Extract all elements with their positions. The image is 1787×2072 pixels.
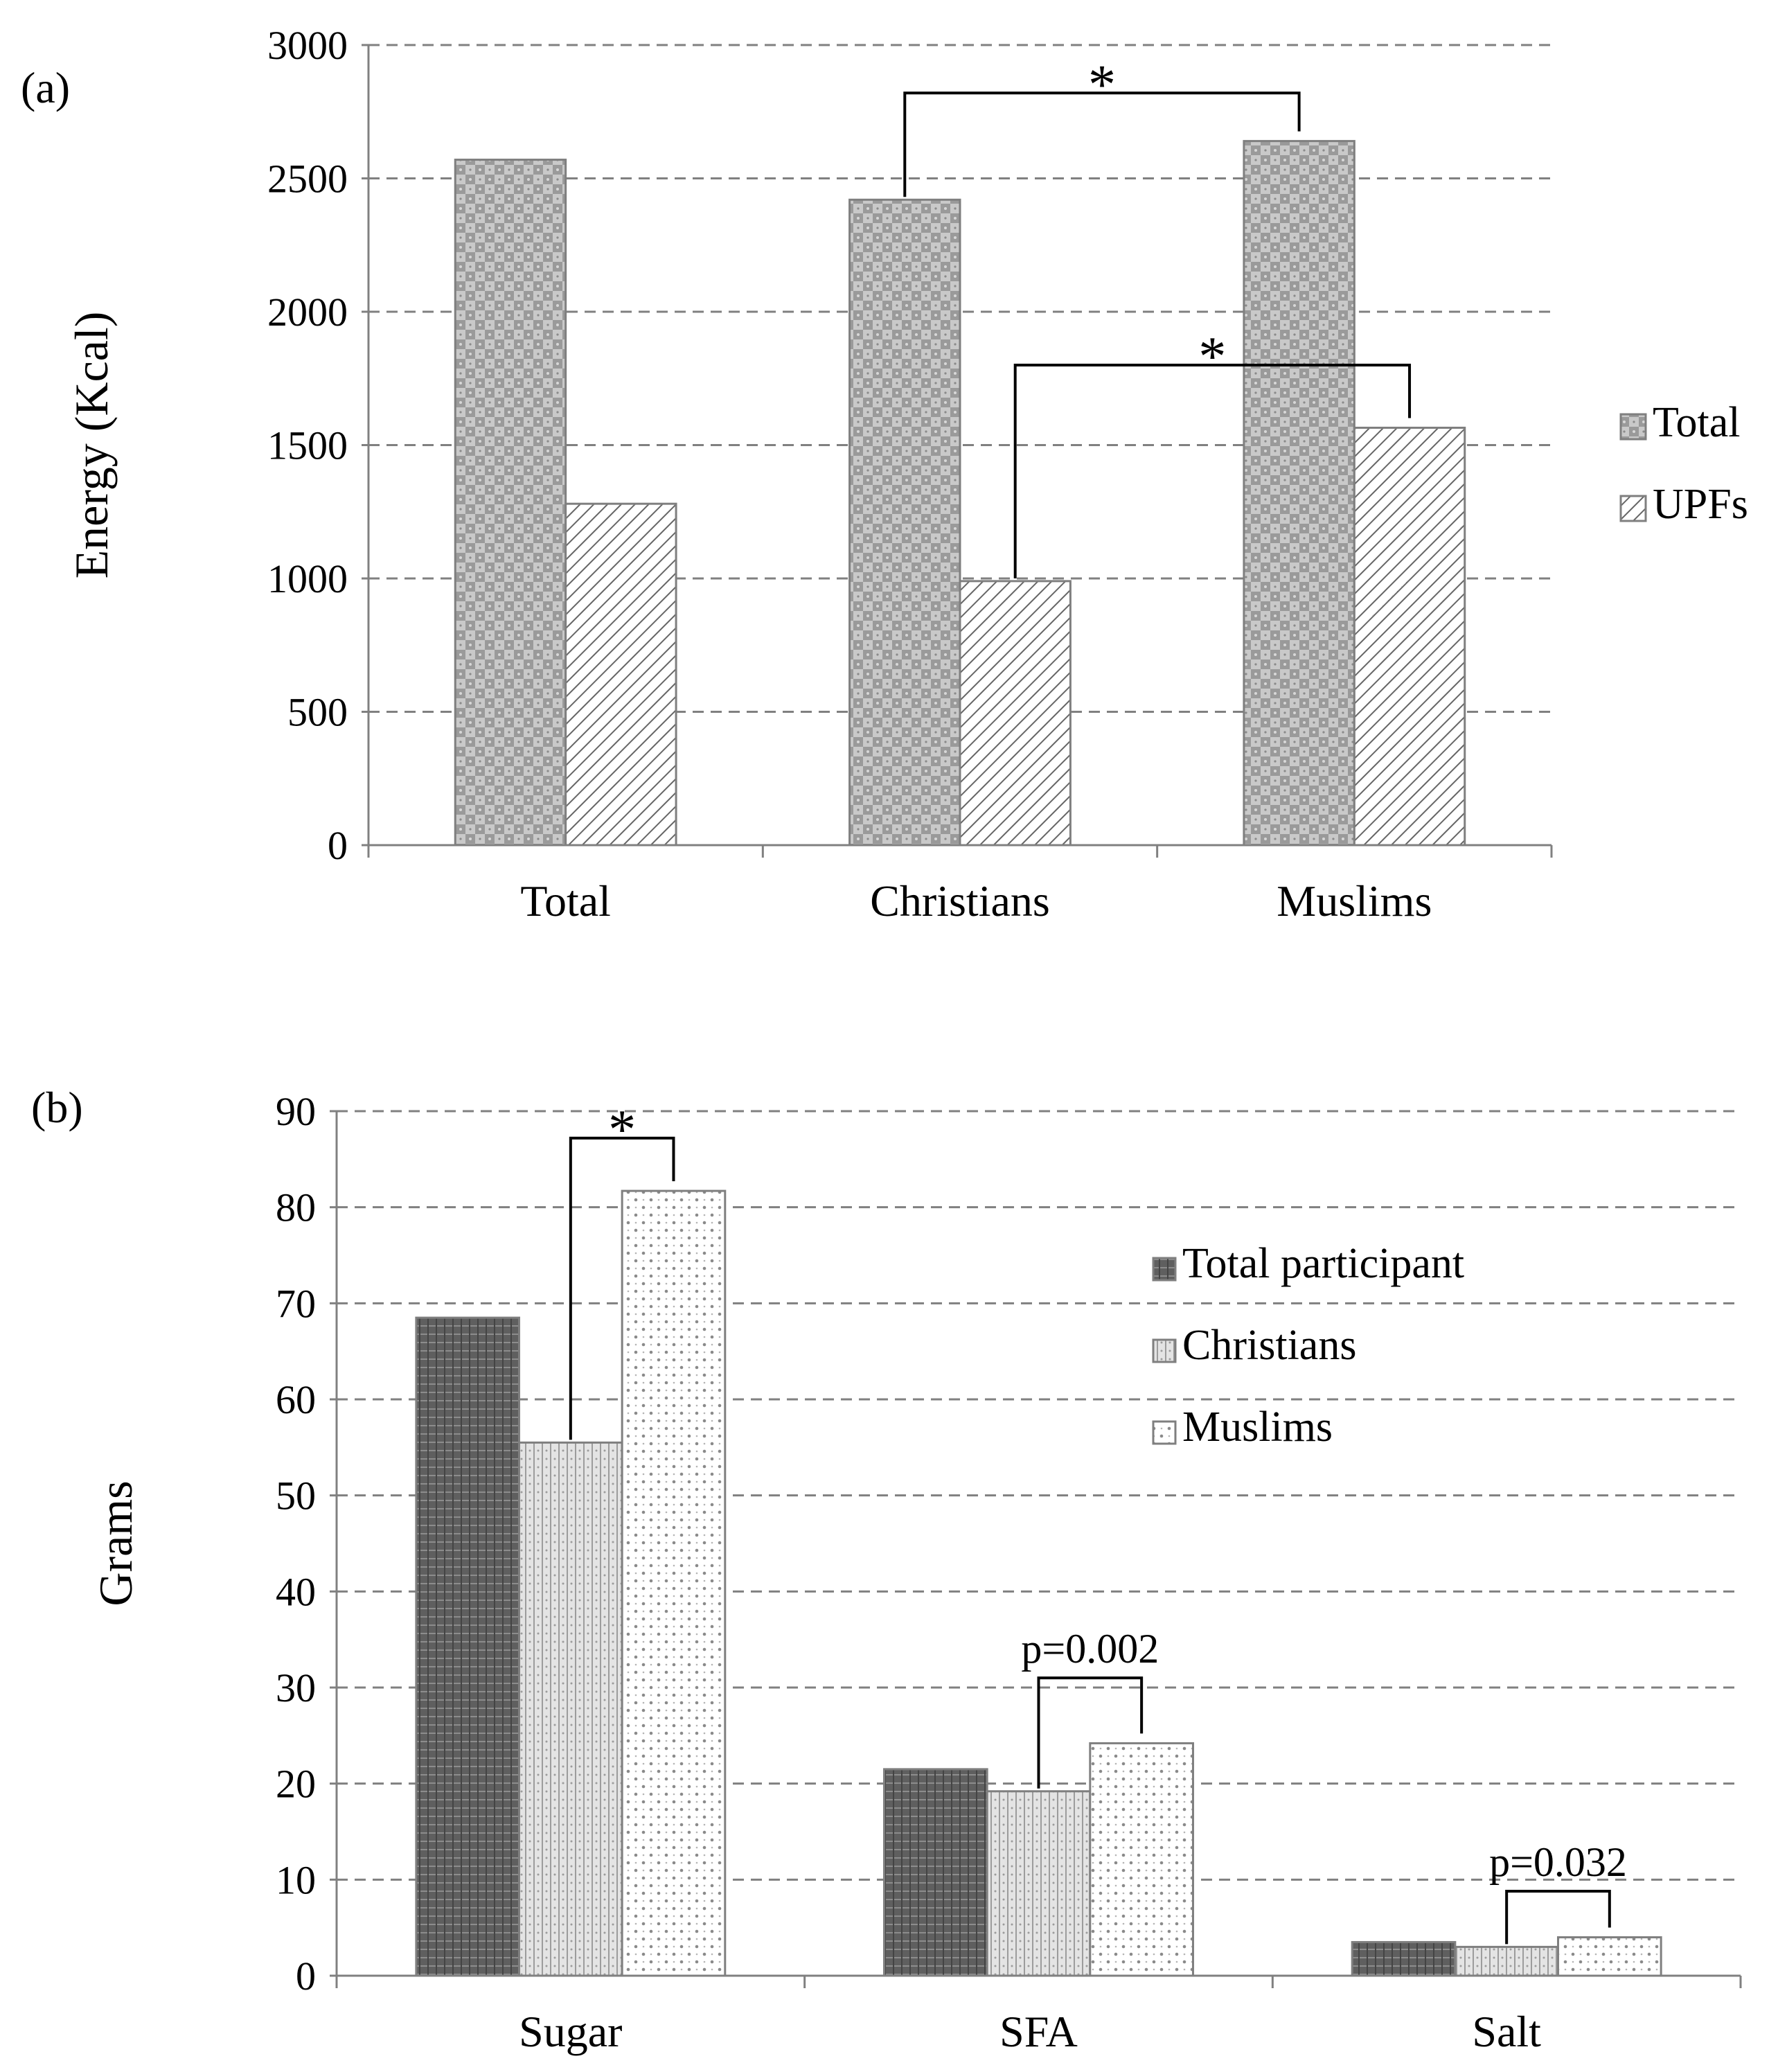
y-tick-label-a: 500 xyxy=(287,690,348,735)
legend-label-muslims: Muslims xyxy=(1182,1404,1333,1451)
x-tick-label-a: Christians xyxy=(870,876,1050,926)
bar-a-muslims-total xyxy=(1243,140,1355,847)
panel-label-a: (a) xyxy=(21,63,70,112)
bar-b-salt-total-participant xyxy=(1351,1940,1457,1977)
legend-label-total: Total xyxy=(1653,399,1741,446)
significance-star-a: * xyxy=(1088,54,1116,115)
significance-bracket-a xyxy=(1013,364,1412,578)
panel-label-b: (b) xyxy=(31,1083,83,1132)
y-tick-label-b: 10 xyxy=(276,1857,316,1902)
y-tick-label-a: 0 xyxy=(328,823,348,868)
significance-bracket-a xyxy=(903,91,1301,197)
significance-star-a: * xyxy=(1198,326,1226,387)
significance-bracket-b xyxy=(1505,1889,1611,1945)
legend-swatch-christians xyxy=(1152,1338,1177,1363)
significance-bracket-b xyxy=(1037,1676,1144,1789)
y-tick-label-b: 80 xyxy=(276,1185,316,1230)
legend-swatch-muslims xyxy=(1152,1420,1177,1445)
legend-swatch-upfs xyxy=(1619,495,1647,522)
y-tick-label-a: 2000 xyxy=(267,290,348,335)
bar-b-sfa-christians xyxy=(986,1790,1092,1977)
y-tick-label-b: 20 xyxy=(276,1762,316,1807)
y-tick-label-a: 1500 xyxy=(267,423,348,468)
legend-swatch-total xyxy=(1619,413,1647,441)
x-tick-label-a: Muslims xyxy=(1277,876,1432,926)
y-tick-label-a: 3000 xyxy=(267,23,348,68)
bar-b-sfa-total-participant xyxy=(883,1768,988,1977)
y-axis-title-b: Grams xyxy=(89,1480,142,1606)
y-tick-label-b: 0 xyxy=(296,1954,316,1999)
y-tick-label-b: 60 xyxy=(276,1377,316,1422)
bar-a-total-upfs xyxy=(564,502,677,847)
y-tick-label-a: 1000 xyxy=(267,556,348,601)
y-tick-label-b: 50 xyxy=(276,1473,316,1518)
bar-a-muslims-upfs xyxy=(1353,426,1466,847)
y-axis-title-a: Energy (Kcal) xyxy=(65,312,118,579)
legend-label-total-participant: Total participant xyxy=(1182,1240,1464,1287)
bar-a-christians-upfs xyxy=(959,580,1072,847)
y-tick-label-b: 30 xyxy=(276,1665,316,1710)
chart-a: (a) 0 500 1000 1500 2000 2500 3000 Energy (Kcal)… xyxy=(21,23,1748,926)
bar-b-sugar-christians xyxy=(518,1441,623,1977)
bar-b-salt-muslims xyxy=(1556,1936,1662,1977)
y-tick-label-b: 90 xyxy=(276,1089,316,1134)
chart-b: (b) 0 10 20 30 40 50 60 70 80 90 Grams Sugar SFA Salt *… xyxy=(31,1083,1742,2056)
legend-swatch-total-participant xyxy=(1152,1257,1177,1282)
bar-b-sugar-total-participant xyxy=(415,1316,521,1977)
bar-b-salt-christians xyxy=(1454,1945,1559,1977)
legend-label-upfs: UPFs xyxy=(1653,481,1748,528)
bar-b-sugar-muslims xyxy=(621,1189,727,1977)
bar-a-christians-total xyxy=(848,198,961,847)
legend-label-christians: Christians xyxy=(1182,1322,1356,1369)
p-value-label-b: p=0.002 xyxy=(1021,1626,1159,1672)
x-tick-label-a: Total xyxy=(520,876,611,926)
y-tick-label-b: 40 xyxy=(276,1569,316,1614)
y-tick-label-a: 2500 xyxy=(267,157,348,202)
x-tick-label-b: Salt xyxy=(1472,2007,1541,2056)
x-tick-label-b: Sugar xyxy=(519,2007,622,2056)
significance-bracket-b xyxy=(569,1136,675,1440)
x-tick-label-b: SFA xyxy=(999,2007,1078,2056)
bar-a-total-total xyxy=(454,159,567,847)
significance-star-b: * xyxy=(608,1099,636,1160)
p-value-label-b: p=0.032 xyxy=(1489,1839,1627,1885)
y-tick-label-b: 70 xyxy=(276,1281,316,1326)
bar-b-sfa-muslims xyxy=(1089,1742,1194,1977)
